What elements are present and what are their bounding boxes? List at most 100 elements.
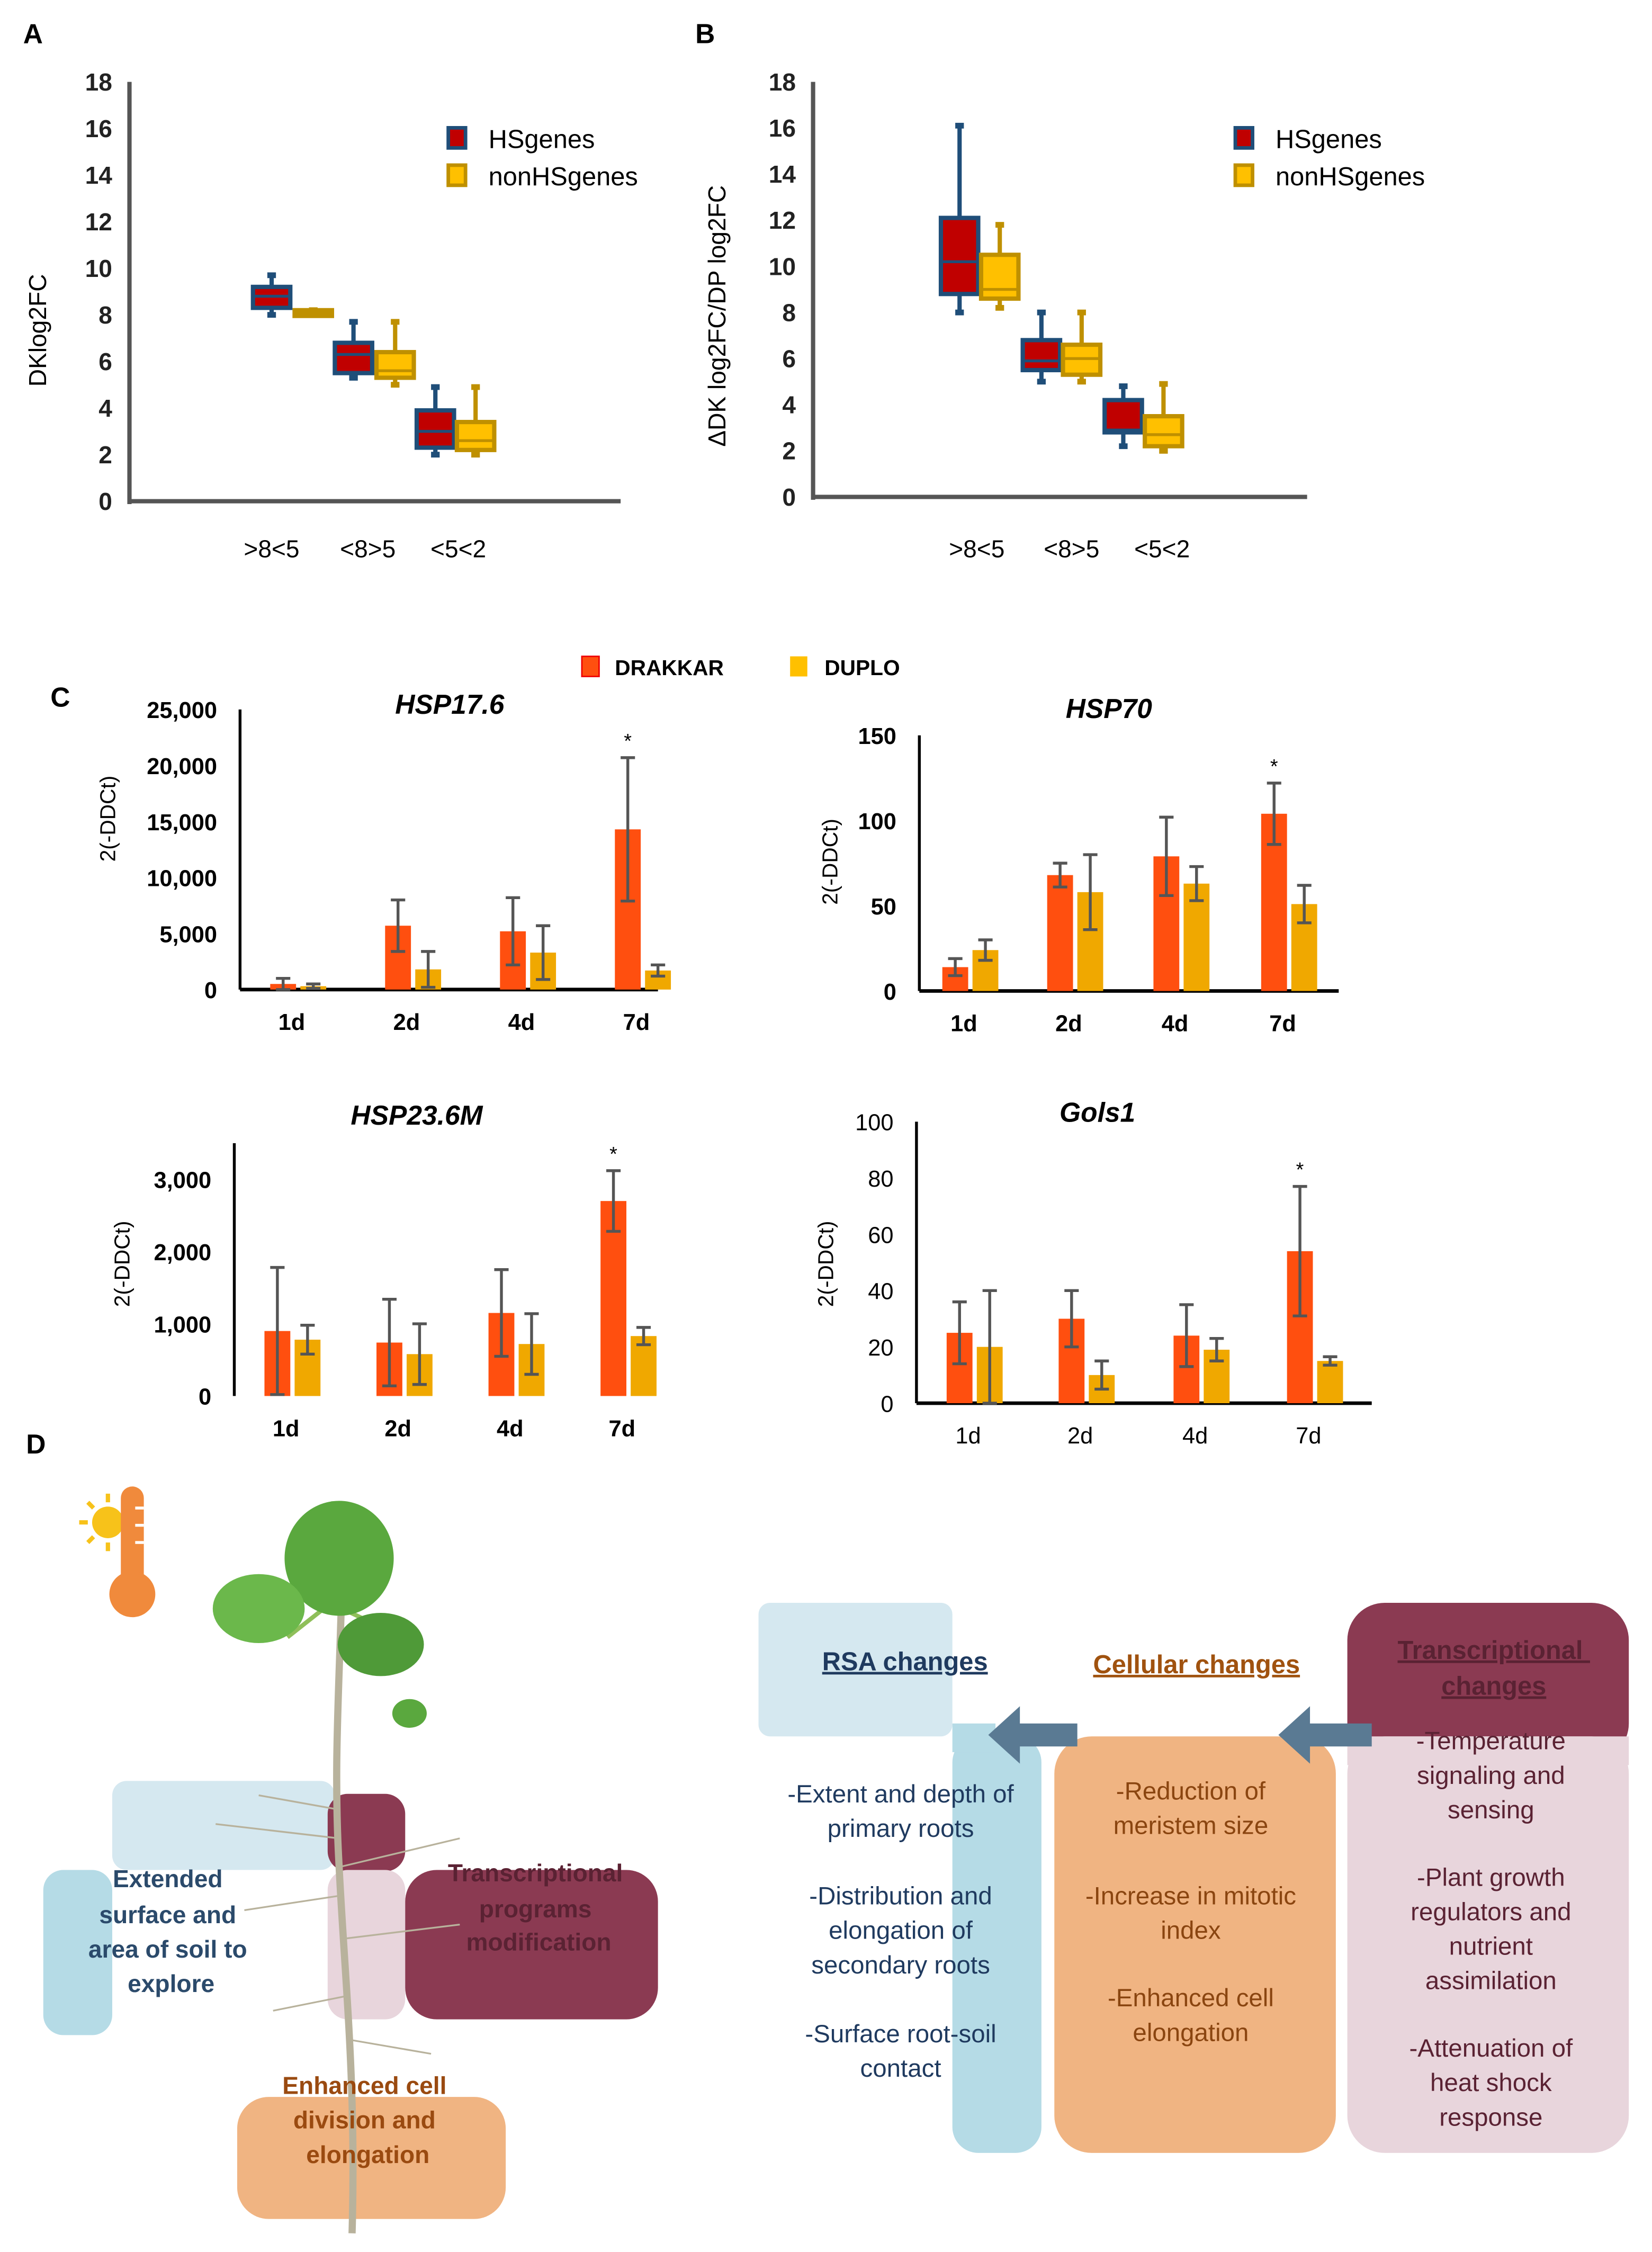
whisker-cap [1077, 379, 1086, 385]
box-nonhsgenes [454, 384, 497, 458]
y-tick-label: 2 [782, 437, 796, 465]
transcriptional-programs-text: Transcriptional programs modification [448, 1859, 630, 1955]
arrow-left-icon [1278, 1706, 1372, 1764]
arrow-left-icon [988, 1706, 1078, 1764]
y-tick-label: 20,000 [147, 754, 217, 779]
item-line: -Attenuation of [1409, 2034, 1573, 2062]
x-tick-label: 1d [273, 1416, 300, 1441]
item-line: elongation of [829, 1917, 973, 1945]
x-tick-label: <8>5 [1044, 535, 1099, 562]
bar-drakkar [1047, 875, 1073, 991]
box [1102, 398, 1144, 435]
item-line: regulators and [1411, 1898, 1571, 1926]
y-tick-label: 80 [868, 1167, 893, 1192]
legend-label: nonHSgenes [1276, 163, 1425, 191]
x-tick-label: 4d [497, 1416, 524, 1441]
y-axis-label: 2(-DDCt) [95, 776, 120, 862]
y-tick-label: 6 [98, 348, 112, 375]
flow-items: -Extent and depth of primary roots -Distri… [787, 1727, 1573, 2132]
y-tick-label: 18 [85, 68, 112, 96]
transcriptional-item: -Plant growth regulators and nutrient assim… [1411, 1863, 1571, 1995]
y-tick-label: 0 [98, 488, 112, 515]
y-tick-label: 25,000 [147, 698, 217, 723]
transcriptional-item: -Attenuation of heat shock response [1409, 2034, 1573, 2131]
y-tick-label: 3,000 [154, 1168, 212, 1194]
bar-chart-hsp176: HSP17.6 2(-DDCt) 0 5,000 10,000 15,000 20,000 2… [95, 689, 671, 1035]
legend-swatch [1233, 163, 1254, 187]
box-nonhsgenes [978, 222, 1021, 311]
box-chart-a: 0 2 4 6 8 10 12 14 16 18 >8<5 <8>5 <5<2 DKlog2FC HSgen… [24, 68, 638, 563]
enhanced-cell-division-text: Enhanced cell division and elongation [282, 2072, 453, 2168]
x-tick-label: 7d [609, 1416, 636, 1441]
y-axis-label: ΔDK log2FC/DP log2FC [703, 185, 731, 447]
legend-label: nonHSgenes [489, 163, 638, 191]
item-line: elongation [1133, 2018, 1249, 2047]
rsa-title: RSA changes [822, 1647, 988, 1676]
box-nonhsgenes [374, 319, 416, 388]
x-tick-label: <5<2 [1134, 535, 1190, 562]
whisker-cap [995, 222, 1004, 228]
y-tick-label: 8 [782, 299, 796, 326]
chart-title: HSP70 [1066, 693, 1153, 724]
thermometer-icon [109, 1486, 156, 1618]
box-nonhsgenes [292, 307, 335, 318]
whisker-cap [1159, 381, 1168, 387]
bar-duplo [1317, 1361, 1343, 1403]
box [333, 340, 374, 375]
item-line: meristem size [1114, 1812, 1269, 1840]
box-hsgenes [333, 319, 374, 381]
box-chart-b: 0 2 4 6 8 10 12 14 16 18 >8<5 <8>5 <5<2 ΔDK log2FC/DP… [703, 68, 1425, 563]
item-line: nutrient [1449, 1933, 1533, 1961]
transcriptional-box [1347, 1736, 1629, 2153]
x-tick-label: <5<2 [430, 535, 486, 562]
x-tick-label: 2d [1055, 1011, 1082, 1036]
y-tick-label: 5,000 [159, 922, 217, 947]
x-tick-label: 2d [393, 1010, 420, 1035]
plant-illustration: Extended surface and area of soil to exp… [43, 1486, 658, 2233]
whisker-cap [1037, 309, 1046, 316]
y-tick-label: 100 [858, 809, 896, 835]
item-line: -Enhanced cell [1108, 1984, 1274, 2012]
whisker-cap [1159, 447, 1168, 454]
x-tick-label: 4d [1162, 1011, 1189, 1036]
legend-label: HSgenes [489, 125, 595, 154]
legend-label-duplo: DUPLO [824, 656, 900, 680]
y-tick-label: 8 [98, 301, 112, 329]
whisker-cap [471, 452, 480, 458]
rsa-item: -Distribution and elongation of secondary … [809, 1882, 992, 1979]
cellular-item: -Enhanced cell elongation [1108, 1984, 1274, 2047]
y-tick-label: 0 [204, 978, 217, 1003]
y-tick-label: 0 [881, 1392, 893, 1417]
y-tick-label: 4 [782, 391, 796, 419]
y-tick-label: 40 [868, 1279, 893, 1305]
transcriptional-box-joint [1347, 1736, 1629, 1765]
x-tick-label: 7d [623, 1010, 650, 1035]
whisker-cap [995, 304, 1004, 311]
legend-swatch [446, 126, 468, 150]
box [938, 216, 981, 297]
item-line: assimilation [1425, 1967, 1557, 1995]
box-hsgenes [1102, 383, 1144, 450]
panel-label-c: C [50, 681, 70, 712]
cellular-item: -Increase in mitotic index [1085, 1882, 1296, 1945]
x-tick-label: 7d [1296, 1423, 1321, 1449]
y-axis-label: 2(-DDCt) [814, 1221, 838, 1307]
x-tick-label: 4d [1182, 1423, 1208, 1449]
x-tick-label: 1d [955, 1423, 981, 1449]
legend-c: DRAKKAR DUPLO [581, 656, 900, 680]
whisker-cap [1119, 443, 1128, 450]
significance-marker: * [1296, 1159, 1304, 1181]
box [414, 408, 456, 450]
y-tick-label: 10 [85, 255, 112, 282]
box-nonhsgenes [1061, 309, 1103, 385]
box [374, 349, 416, 380]
whisker-cap [955, 122, 964, 129]
y-axis-label: 2(-DDCt) [818, 819, 842, 905]
y-tick-label: 60 [868, 1223, 893, 1248]
whisker-cap [267, 272, 276, 279]
item-line: -Increase in mitotic [1085, 1882, 1296, 1910]
rsa-column-joint [952, 1723, 996, 1753]
y-tick-label: 14 [85, 162, 113, 189]
